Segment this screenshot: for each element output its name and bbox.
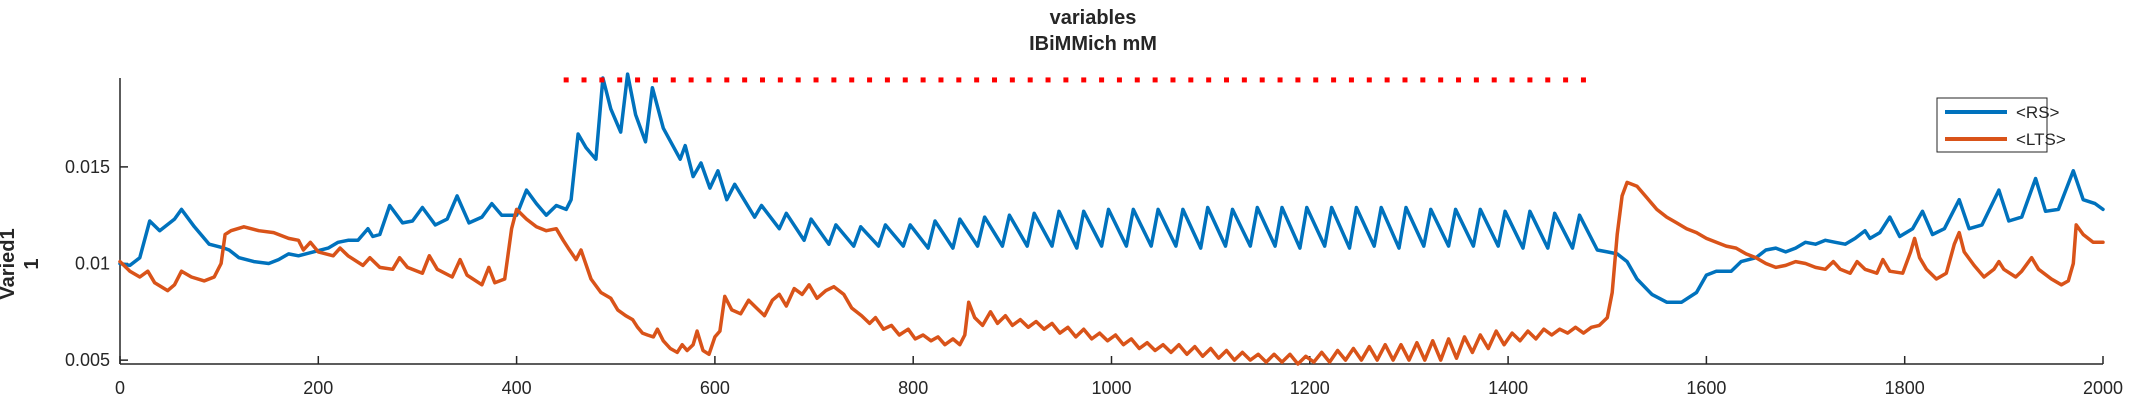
stimulus-marker [867, 77, 873, 83]
stimulus-marker [1224, 77, 1230, 83]
x-tick-label: 2000 [2083, 378, 2123, 398]
x-tick-label: 0 [115, 378, 125, 398]
stimulus-marker [635, 77, 641, 83]
stimulus-marker [1491, 77, 1497, 83]
stimulus-marker [617, 77, 623, 83]
stimulus-marker [831, 77, 837, 83]
stimulus-marker [1527, 77, 1533, 83]
stimulus-marker [688, 77, 694, 83]
plot-area: 0 200 400 600 800 1000 1200 1400 1600 1800 2000 0.… [65, 72, 2123, 398]
stimulus-marker [670, 77, 676, 83]
stimulus-marker [1366, 77, 1372, 83]
series-layer [118, 72, 2105, 366]
stimulus-marker [1420, 77, 1426, 83]
y-tick-label: 0.01 [75, 254, 110, 274]
legend-box [1936, 97, 2048, 153]
stimulus-marker [1277, 77, 1283, 83]
stimulus-marker [1402, 77, 1408, 83]
x-tick-label: 800 [898, 378, 928, 398]
stimulus-marker [759, 77, 765, 83]
legend: <RS> <LTS> [1936, 97, 2066, 153]
stimulus-marker [777, 77, 783, 83]
stimulus-marker [1116, 77, 1122, 83]
y-tick-label: 0.005 [65, 350, 110, 370]
x-tick-label: 600 [700, 378, 730, 398]
x-tick-label: 200 [303, 378, 333, 398]
stimulus-marker [563, 77, 569, 83]
stimulus-marker [956, 77, 962, 83]
stimulus-marker [1509, 77, 1515, 83]
y-tick-label: 0.015 [65, 157, 110, 177]
stimulus-marker [1099, 77, 1105, 83]
stimulus-marker [1545, 77, 1551, 83]
lts-series-line [118, 180, 2105, 366]
y-axis-ticks: 0.005 0.01 0.015 [65, 157, 128, 370]
stimulus-marker [992, 77, 998, 83]
x-tick-label: 1000 [1091, 378, 1131, 398]
stimulus-marker [1348, 77, 1354, 83]
stimulus-marker [1456, 77, 1462, 83]
stimulus-marker [902, 77, 908, 83]
stimulus-marker [1241, 77, 1247, 83]
x-tick-label: 1600 [1686, 378, 1726, 398]
stimulus-marker [1295, 77, 1301, 83]
stimulus-marker [1563, 77, 1569, 83]
stimulus-marker [1188, 77, 1194, 83]
stimulus-marker [1063, 77, 1069, 83]
stimulus-marker [1384, 77, 1390, 83]
stimulus-marker [813, 77, 819, 83]
chart-subtitle: IBiMMich mM [1029, 33, 1157, 55]
stimulus-markers [563, 77, 1586, 83]
x-tick-label: 1200 [1290, 378, 1330, 398]
stimulus-marker [581, 77, 587, 83]
legend-label-lts: <LTS> [2016, 130, 2066, 149]
stimulus-marker [1438, 77, 1444, 83]
stimulus-marker [1580, 77, 1586, 83]
stimulus-marker [938, 77, 944, 83]
stimulus-marker [1473, 77, 1479, 83]
x-tick-label: 1400 [1488, 378, 1528, 398]
chart-title: variables [1050, 7, 1137, 29]
stimulus-marker [1027, 77, 1033, 83]
stimulus-marker [706, 77, 712, 83]
stimulus-marker [652, 77, 658, 83]
y-axis-label-line2: 1 [21, 258, 43, 269]
stimulus-marker [849, 77, 855, 83]
x-tick-label: 400 [502, 378, 532, 398]
stimulus-marker [1152, 77, 1158, 83]
stimulus-marker [1313, 77, 1319, 83]
stimulus-marker [599, 77, 605, 83]
stimulus-marker [1259, 77, 1265, 83]
stimulus-marker [795, 77, 801, 83]
x-tick-label: 1800 [1885, 378, 1925, 398]
stimulus-marker [1170, 77, 1176, 83]
stimulus-marker [1081, 77, 1087, 83]
rs-series-line [118, 72, 2105, 304]
y-axis-label-line1: Varied1 [0, 228, 19, 299]
stimulus-marker [1134, 77, 1140, 83]
stimulus-marker [1331, 77, 1337, 83]
stimulus-marker [1206, 77, 1212, 83]
x-axis-ticks: 0 200 400 600 800 1000 1200 1400 1600 1800 2000 [115, 356, 2123, 398]
stimulus-marker [1009, 77, 1015, 83]
legend-label-rs: <RS> [2016, 103, 2060, 122]
stimulus-marker [974, 77, 980, 83]
stimulus-marker [724, 77, 730, 83]
stimulus-marker [920, 77, 926, 83]
stimulus-marker [884, 77, 890, 83]
stimulus-marker [1045, 77, 1051, 83]
stimulus-marker [742, 77, 748, 83]
